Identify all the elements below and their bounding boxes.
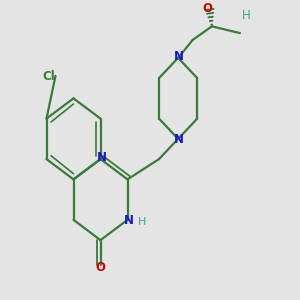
Text: N: N <box>124 214 134 227</box>
Text: N: N <box>174 50 184 63</box>
Text: Cl: Cl <box>42 70 55 83</box>
Text: N: N <box>97 152 106 164</box>
Text: O: O <box>202 2 212 15</box>
Text: O: O <box>95 261 106 274</box>
Text: N: N <box>174 134 184 146</box>
Text: H: H <box>242 9 251 22</box>
Text: H: H <box>138 217 146 227</box>
